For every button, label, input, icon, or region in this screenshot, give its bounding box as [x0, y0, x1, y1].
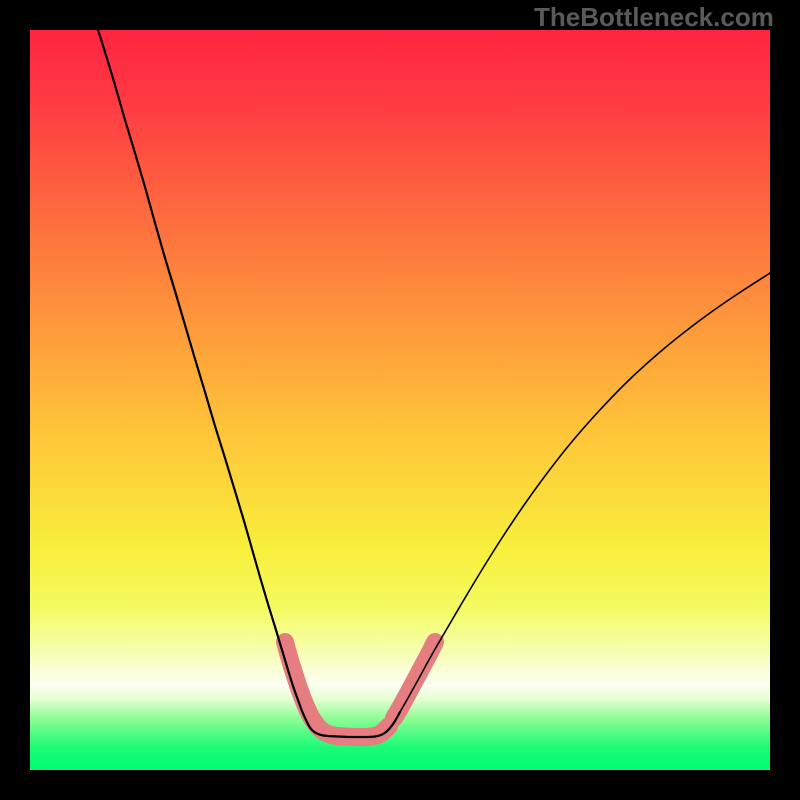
- chart-svg: [30, 30, 770, 770]
- watermark-text: TheBottleneck.com: [534, 2, 774, 33]
- plot-area: [30, 30, 770, 770]
- gradient-background: [30, 30, 770, 770]
